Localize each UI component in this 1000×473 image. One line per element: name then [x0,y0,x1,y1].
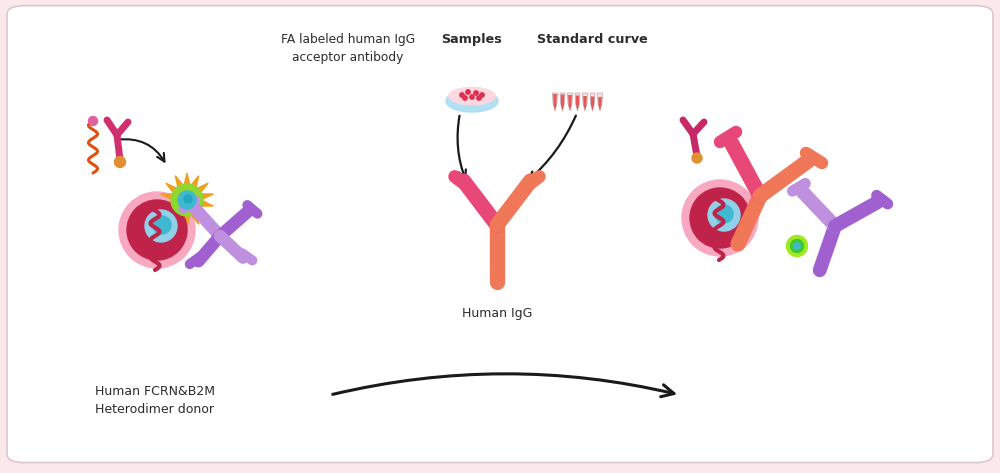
Circle shape [786,236,808,256]
Circle shape [88,116,98,125]
Polygon shape [598,93,602,111]
Text: FA labeled human IgG
acceptor antibody: FA labeled human IgG acceptor antibody [281,33,415,64]
Ellipse shape [449,88,495,105]
Polygon shape [561,95,564,110]
Circle shape [794,243,800,249]
Polygon shape [552,93,558,111]
Text: Standard curve: Standard curve [537,33,647,46]
Polygon shape [576,96,579,110]
Polygon shape [553,94,557,110]
Polygon shape [582,93,588,111]
Circle shape [715,205,733,223]
Ellipse shape [449,88,495,105]
Circle shape [474,91,478,95]
Ellipse shape [446,90,498,112]
Circle shape [178,191,196,209]
Polygon shape [598,97,602,110]
Circle shape [480,93,484,97]
Text: Samples: Samples [442,33,502,46]
Circle shape [682,180,758,256]
Circle shape [690,188,750,248]
Circle shape [463,96,467,100]
Circle shape [153,216,171,234]
Polygon shape [560,93,565,111]
Polygon shape [590,93,595,111]
Polygon shape [591,96,594,110]
Circle shape [171,184,203,216]
Circle shape [470,95,474,99]
Text: Human FCRN&B2M
Heterodimer donor: Human FCRN&B2M Heterodimer donor [95,385,215,416]
Circle shape [708,199,740,231]
Polygon shape [568,95,572,110]
Text: Human IgG: Human IgG [462,307,532,320]
Circle shape [127,200,187,260]
Circle shape [790,239,804,253]
Polygon shape [161,173,213,227]
Circle shape [145,210,177,242]
Circle shape [460,93,464,97]
Polygon shape [575,93,580,111]
Circle shape [477,96,481,100]
Circle shape [119,192,195,268]
Circle shape [114,157,126,167]
Polygon shape [568,93,572,111]
Circle shape [466,90,470,94]
Circle shape [184,195,192,203]
Polygon shape [583,96,587,110]
Circle shape [692,153,702,163]
